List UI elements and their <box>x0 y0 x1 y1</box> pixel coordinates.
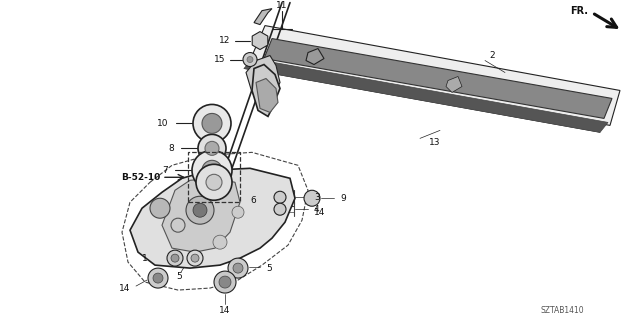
Polygon shape <box>246 56 280 102</box>
Text: 6: 6 <box>250 196 256 205</box>
Circle shape <box>198 134 226 162</box>
Circle shape <box>233 263 243 273</box>
Text: 14: 14 <box>220 306 230 315</box>
Circle shape <box>196 164 232 200</box>
Text: B-52-10: B-52-10 <box>121 173 160 182</box>
Text: 11: 11 <box>276 1 288 10</box>
Circle shape <box>219 276 231 288</box>
Circle shape <box>205 141 219 155</box>
Text: 4: 4 <box>314 205 319 214</box>
Circle shape <box>171 218 185 232</box>
Text: 5: 5 <box>176 272 182 281</box>
Circle shape <box>202 113 222 133</box>
Circle shape <box>150 198 170 218</box>
Polygon shape <box>252 32 268 50</box>
Text: 15: 15 <box>214 55 225 64</box>
Polygon shape <box>446 76 462 92</box>
Circle shape <box>148 268 168 288</box>
Circle shape <box>192 150 232 190</box>
Circle shape <box>243 52 257 67</box>
Text: FR.: FR. <box>570 6 588 16</box>
Circle shape <box>247 57 253 62</box>
Circle shape <box>186 196 214 224</box>
Circle shape <box>228 258 248 278</box>
Polygon shape <box>244 59 608 132</box>
Circle shape <box>191 254 199 262</box>
Circle shape <box>232 206 244 218</box>
Text: 3: 3 <box>314 193 320 202</box>
Polygon shape <box>162 178 240 252</box>
Circle shape <box>274 191 286 203</box>
Polygon shape <box>250 26 620 125</box>
Text: 10: 10 <box>157 119 168 128</box>
Text: 14: 14 <box>314 208 325 217</box>
Polygon shape <box>256 78 278 112</box>
Circle shape <box>210 180 226 196</box>
Text: 5: 5 <box>266 264 272 273</box>
Circle shape <box>193 203 207 217</box>
Polygon shape <box>252 65 280 116</box>
Circle shape <box>214 271 236 293</box>
Text: 8: 8 <box>168 144 174 153</box>
Circle shape <box>167 250 183 266</box>
Polygon shape <box>306 49 324 65</box>
Text: 12: 12 <box>219 36 230 45</box>
Text: 1: 1 <box>142 254 148 263</box>
Circle shape <box>213 235 227 249</box>
Circle shape <box>206 174 222 190</box>
Polygon shape <box>130 168 295 268</box>
Text: 13: 13 <box>429 138 441 147</box>
Circle shape <box>153 273 163 283</box>
Text: 9: 9 <box>340 194 346 203</box>
Circle shape <box>274 203 286 215</box>
Polygon shape <box>264 39 612 118</box>
Circle shape <box>187 250 203 266</box>
Circle shape <box>304 190 320 206</box>
Polygon shape <box>254 9 272 25</box>
Text: 7: 7 <box>163 166 168 175</box>
Circle shape <box>193 104 231 142</box>
Circle shape <box>202 160 222 180</box>
Circle shape <box>171 254 179 262</box>
Text: 14: 14 <box>118 284 130 292</box>
Text: 2: 2 <box>489 51 495 60</box>
Text: SZTAB1410: SZTAB1410 <box>540 306 584 315</box>
